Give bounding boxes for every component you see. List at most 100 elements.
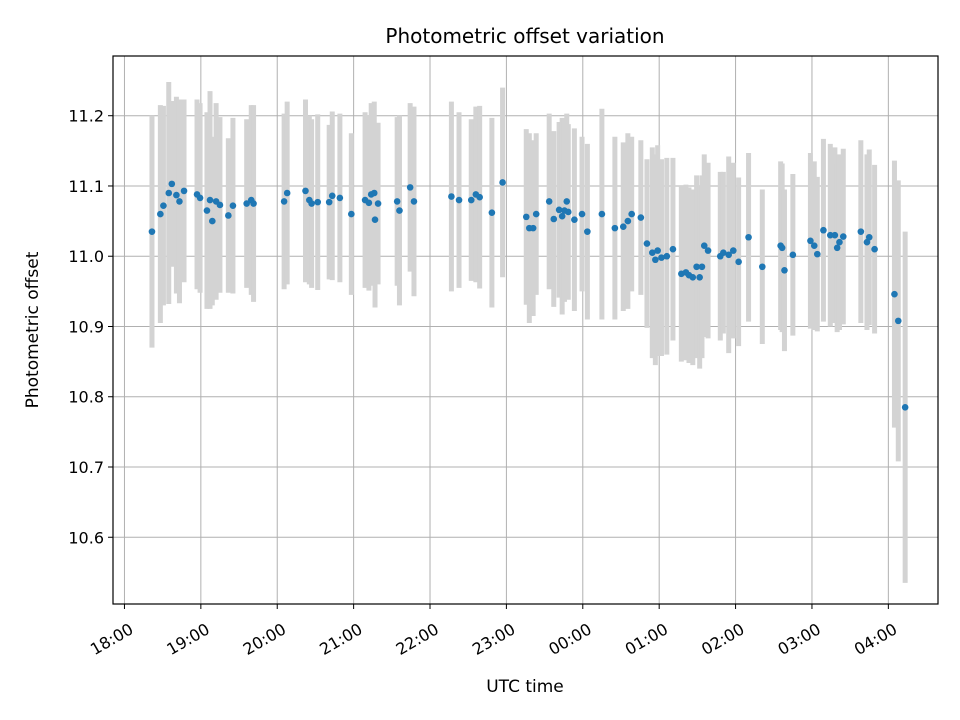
data-point [658, 254, 665, 261]
data-point [280, 198, 288, 205]
data-point [663, 252, 671, 260]
data-point [206, 196, 214, 204]
plot-area-frame [112, 55, 939, 605]
data-point [157, 210, 164, 218]
data-point [624, 217, 632, 225]
data-point [729, 247, 737, 254]
x-tick-label: 04:00 [851, 619, 900, 659]
data-point [584, 228, 591, 235]
data-point [545, 198, 553, 205]
data-point [168, 180, 176, 188]
data-point [836, 238, 843, 246]
data-point [243, 200, 250, 207]
data-point [371, 216, 379, 223]
data-point [336, 194, 344, 202]
x-tick-label: 00:00 [545, 619, 594, 659]
data-point [865, 233, 873, 241]
data-point [396, 207, 403, 214]
y-tick-label: 10.8 [68, 388, 104, 407]
data-point [406, 184, 414, 191]
data-point [216, 201, 224, 209]
data-point [652, 256, 659, 264]
data-point [826, 231, 834, 239]
data-point [563, 198, 571, 205]
data-point [348, 210, 355, 218]
data-point [555, 206, 563, 214]
data-point [314, 198, 322, 206]
x-tick-label: 01:00 [622, 619, 671, 659]
data-point [696, 274, 703, 281]
y-axis-label: Photometric offset [23, 251, 43, 408]
y-tick-label: 11.0 [68, 247, 104, 266]
x-tick-label: 21:00 [316, 619, 365, 659]
data-point [455, 196, 463, 204]
x-axis-ticks: 18:00 19:00 20:00 21:00 22:00 23:00 00:00 01:00… [87, 604, 900, 659]
data-point [203, 207, 211, 214]
data-point [564, 208, 572, 216]
data-point [165, 189, 173, 197]
data-point [302, 187, 309, 195]
data-point [839, 233, 847, 240]
data-point [619, 223, 627, 231]
data-point [578, 210, 586, 218]
data-point [689, 274, 697, 281]
data-point [325, 198, 333, 206]
data-point [628, 210, 635, 218]
data-point [467, 196, 475, 204]
data-point [669, 245, 677, 253]
data-point [735, 258, 742, 266]
data-point [571, 216, 578, 223]
data-point [810, 242, 818, 249]
data-point [370, 189, 378, 197]
data-point [759, 263, 766, 271]
data-points [148, 179, 909, 411]
data-point [901, 403, 909, 411]
x-tick-label: 03:00 [775, 619, 824, 659]
y-tick-label: 10.6 [68, 528, 104, 547]
data-point [820, 226, 827, 234]
data-point [781, 266, 788, 274]
x-tick-label: 20:00 [240, 619, 289, 659]
data-point [649, 249, 656, 257]
data-point [250, 200, 257, 207]
data-point [720, 249, 727, 257]
data-point [654, 247, 661, 254]
x-axis-label: UTC time [486, 677, 564, 697]
x-tick-label: 19:00 [163, 619, 212, 659]
y-tick-label: 10.9 [68, 317, 104, 336]
data-point [225, 212, 232, 219]
chart-title: Photometric offset variation [385, 24, 664, 48]
data-point [814, 250, 821, 258]
data-point [448, 193, 455, 200]
data-point [499, 179, 506, 186]
data-point [857, 228, 865, 235]
y-tick-label: 11.1 [68, 177, 104, 196]
data-point [693, 263, 700, 271]
data-point [393, 198, 401, 205]
data-point [891, 290, 898, 298]
data-point [831, 231, 839, 239]
y-tick-label: 10.7 [68, 458, 104, 477]
data-point [308, 200, 315, 207]
data-point [488, 209, 496, 216]
data-point [476, 193, 483, 201]
data-point [745, 233, 752, 241]
data-point [148, 228, 156, 235]
data-point [833, 244, 841, 252]
data-point [643, 240, 651, 247]
data-point [180, 187, 188, 195]
data-point [176, 198, 183, 205]
data-point [532, 210, 540, 218]
data-point [283, 189, 291, 197]
data-point [789, 251, 797, 259]
data-point [725, 251, 732, 259]
data-point [529, 224, 537, 232]
x-tick-label: 23:00 [469, 619, 518, 659]
data-point [160, 202, 167, 209]
data-point [558, 212, 566, 220]
data-point [807, 237, 814, 245]
data-point [611, 224, 619, 232]
x-tick-label: 22:00 [393, 619, 442, 659]
data-point [173, 191, 180, 199]
